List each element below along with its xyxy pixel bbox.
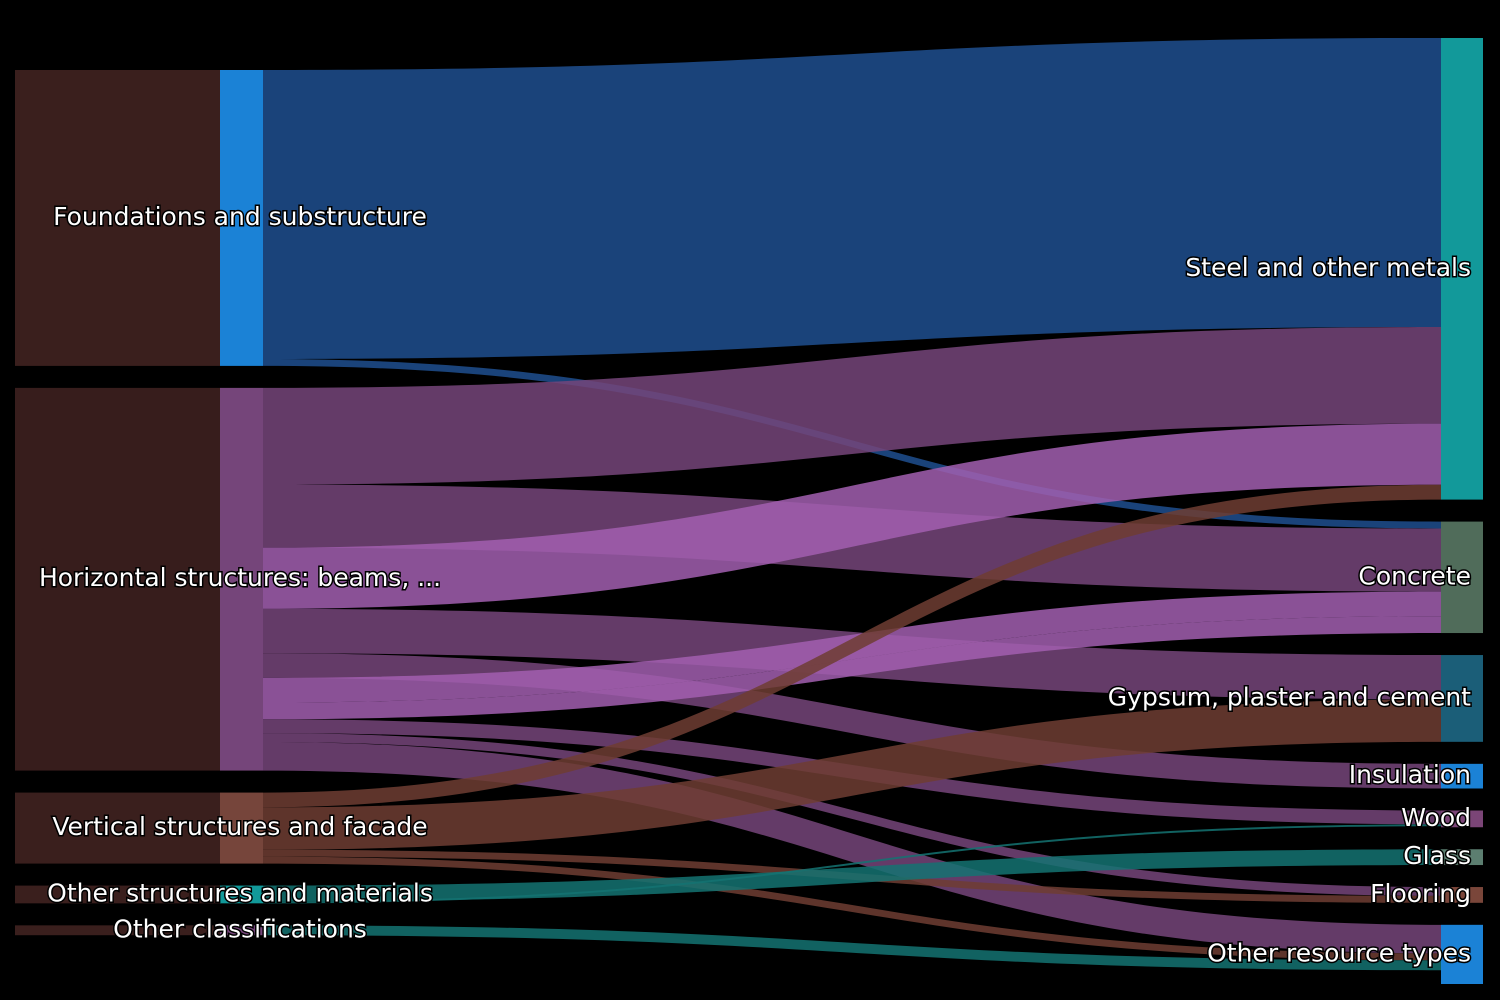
link-other_structures-glass-16 [263, 849, 1441, 902]
resource-label-glass: Glass [1403, 841, 1471, 870]
link-horizontal-other_types-11 [263, 741, 1441, 954]
resource-node-steel [1441, 38, 1483, 500]
link-horizontal-steel-4 [263, 423, 1441, 609]
category-node-other_structures [220, 885, 263, 904]
resource-node-concrete [1441, 521, 1483, 634]
category-label-horizontal: Horizontal structures: beams, ... [39, 563, 441, 592]
category-label-foundations: Foundations and substructure [53, 202, 427, 231]
category-label-other_classifications: Other classifications [113, 914, 367, 943]
resource-label-other_types: Other resource types [1207, 938, 1471, 967]
resource-node-insulation [1441, 763, 1483, 789]
sankey-labels: Foundations and substructure Horizontal s… [37, 200, 1472, 968]
resource-label-insulation: Insulation [1349, 760, 1471, 789]
link-vertical-other_types-15 [263, 856, 1441, 961]
resource-node-flooring [1441, 887, 1483, 903]
resource-node-wood [1441, 810, 1483, 828]
link-other_structures-wood-17 [263, 824, 1441, 904]
resource-label-gypsum: Gypsum, plaster and cement [1108, 682, 1471, 711]
source-block-other_classifications [15, 925, 220, 936]
category-node-other_classifications [220, 925, 263, 936]
category-label-other_structures: Other structures and materials [47, 878, 433, 907]
resource-label-concrete: Concrete [1358, 561, 1471, 590]
source-block-foundations [15, 70, 220, 366]
category-node-horizontal [220, 387, 263, 771]
link-foundations-steel-0 [263, 38, 1441, 359]
link-vertical-gypsum-13 [263, 699, 1441, 850]
source-block-vertical [15, 792, 220, 864]
source-block-horizontal [15, 387, 220, 771]
link-horizontal-steel-2 [263, 326, 1441, 485]
link-horizontal-concrete-8 [263, 616, 1441, 720]
category-node-vertical [220, 792, 263, 864]
link-vertical-steel-12 [263, 484, 1441, 808]
link-other_classifications-other_types-18 [263, 925, 1441, 971]
resource-node-gypsum [1441, 655, 1483, 742]
resource-node-other_types [1441, 924, 1483, 984]
source-block-other_structures [15, 885, 220, 904]
resource-label-wood: Wood [1401, 803, 1471, 832]
resource-label-steel: Steel and other metals [1185, 253, 1471, 282]
category-label-vertical: Vertical structures and facade [52, 812, 427, 841]
sankey-nodes [15, 38, 1483, 984]
resource-label-flooring: Flooring [1370, 879, 1471, 908]
category-node-foundations [220, 70, 263, 366]
resource-node-glass [1441, 849, 1483, 866]
link-horizontal-flooring-10 [263, 733, 1441, 896]
sankey-links [263, 38, 1441, 971]
